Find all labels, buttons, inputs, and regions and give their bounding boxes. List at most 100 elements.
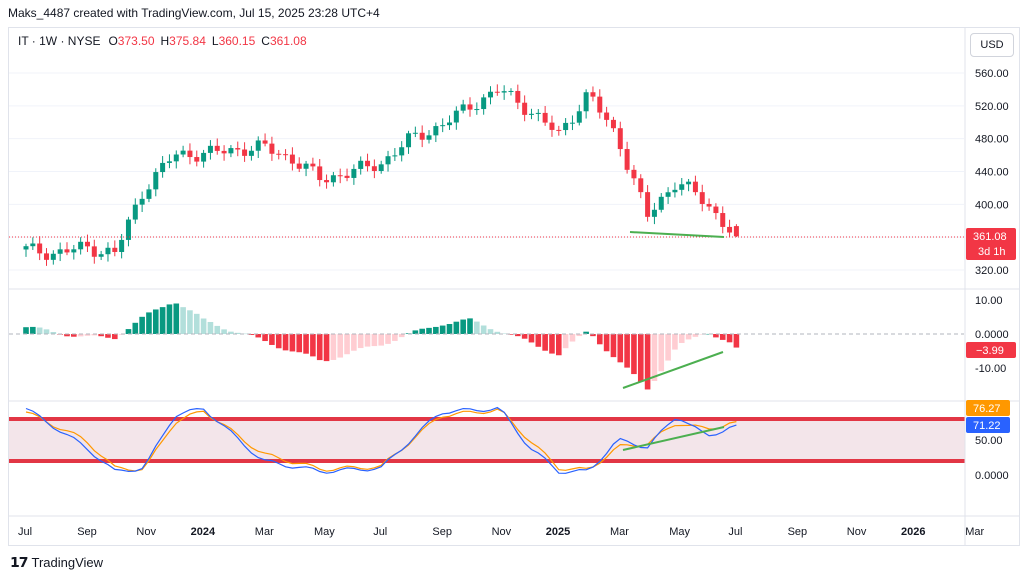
macd-bar: [125, 329, 132, 334]
macd-bar: [234, 332, 241, 334]
candle-body: [378, 164, 384, 171]
candle-body: [207, 145, 213, 153]
macd-bar: [392, 334, 398, 341]
candle-body: [43, 253, 49, 260]
macd-bar: [590, 334, 596, 337]
macd-bar: [36, 327, 43, 334]
candle-body: [84, 241, 90, 247]
currency-button[interactable]: USD: [970, 33, 1014, 57]
candle-body: [125, 219, 131, 240]
candle-body: [467, 104, 473, 110]
candle-body: [78, 241, 84, 250]
macd-bar: [344, 334, 350, 355]
candle-body: [296, 163, 302, 169]
macd-axis[interactable]: 10.00 0.0000 -10.00: [975, 295, 1009, 375]
macd-bar: [152, 309, 159, 334]
macd-bar: [351, 334, 357, 351]
macd-bar: [166, 304, 173, 334]
time-tick-label: Jul: [18, 526, 32, 538]
candle-body: [508, 90, 514, 92]
time-tick-label: Mar: [965, 526, 984, 538]
macd-bar: [562, 334, 569, 349]
time-tick-label: 2024: [191, 526, 216, 538]
candle-body: [201, 152, 207, 162]
time-tick-label: May: [314, 526, 335, 538]
macd-bar: [23, 327, 29, 334]
candle-body: [535, 112, 541, 114]
price-trendline[interactable]: [629, 231, 725, 238]
macd-bar: [173, 303, 180, 334]
candle-body: [487, 91, 493, 98]
candle-body: [385, 156, 391, 165]
candle-body: [330, 175, 336, 183]
macd-bar: [262, 334, 268, 342]
time-tick-label: 2025: [546, 526, 570, 538]
time-tick-label: Nov: [492, 526, 512, 538]
candle-body: [119, 239, 125, 252]
macd-bar: [556, 334, 562, 356]
candle-body: [303, 163, 309, 169]
stoch-d-line[interactable]: [25, 408, 737, 472]
candle-body: [440, 125, 446, 127]
macd-bar: [98, 334, 104, 337]
candle-body: [590, 92, 596, 97]
macd-bar: [439, 325, 446, 334]
macd-bar: [248, 334, 255, 335]
time-tick-label: Mar: [610, 526, 629, 538]
macd-bar: [515, 334, 521, 337]
candle-body: [406, 133, 412, 148]
time-tick-label: Jul: [373, 526, 387, 538]
macd-tick-label: 10.00: [975, 295, 1003, 307]
time-axis[interactable]: Jul Sep Nov 2024 Mar May Jul Sep Nov 2025 Mar May Ju…: [18, 526, 984, 538]
macd-bar: [474, 321, 480, 334]
candle-body: [228, 148, 234, 154]
macd-bar: [323, 334, 330, 362]
candle-body: [501, 91, 507, 93]
candle-body: [269, 143, 275, 154]
ohlc-legend: IT · 1W · NYSE O 373.50 H 375.84 L 360.15 C…: [18, 34, 313, 48]
candle-body: [337, 175, 343, 177]
macd-bar: [726, 334, 733, 343]
macd-trendline[interactable]: [622, 351, 724, 389]
candle-body: [658, 196, 664, 210]
symbol-label[interactable]: IT · 1W · NYSE: [18, 34, 101, 48]
macd-bar: [255, 334, 262, 338]
macd-bar: [651, 334, 658, 381]
macd-bar: [364, 334, 371, 347]
candle-body: [160, 162, 166, 173]
candle-body: [30, 243, 36, 247]
macd-bar: [132, 322, 139, 334]
candle-body: [105, 247, 111, 255]
candle-body: [604, 112, 610, 120]
tradingview-logo-icon: 𝟭𝟳: [10, 554, 29, 570]
macd-bar: [316, 334, 323, 361]
price-tick-label: 400.00: [975, 199, 1009, 211]
tradingview-logo[interactable]: 𝟭𝟳 TradingView: [10, 554, 103, 571]
candle-body: [699, 192, 705, 204]
time-tick-label: Nov: [847, 526, 867, 538]
tradingview-wordmark: TradingView: [31, 555, 104, 570]
candle-body: [344, 175, 350, 178]
stoch-trendline[interactable]: [622, 426, 725, 451]
candle-body: [549, 122, 555, 130]
stoch-k-line[interactable]: [25, 406, 737, 474]
candle-body: [597, 96, 603, 113]
macd-bar: [310, 334, 316, 357]
macd-bar: [433, 326, 439, 334]
macd-bar: [610, 334, 617, 358]
candle-body: [665, 192, 671, 197]
macd-bar: [64, 334, 70, 337]
candle-body: [522, 102, 528, 115]
macd-bar: [631, 334, 637, 375]
macd-bar: [596, 334, 603, 345]
last-price-value: 361.08: [973, 231, 1007, 243]
candlestick-series[interactable]: [23, 84, 739, 266]
macd-bar: [357, 334, 364, 349]
candle-body: [64, 249, 70, 253]
candle-body: [638, 178, 644, 193]
stoch-axis[interactable]: 50.00 0.0000: [975, 435, 1009, 482]
macd-tick-label: 0.0000: [975, 329, 1009, 341]
macd-bar: [487, 329, 494, 334]
countdown-value: 3d 1h: [978, 246, 1006, 258]
